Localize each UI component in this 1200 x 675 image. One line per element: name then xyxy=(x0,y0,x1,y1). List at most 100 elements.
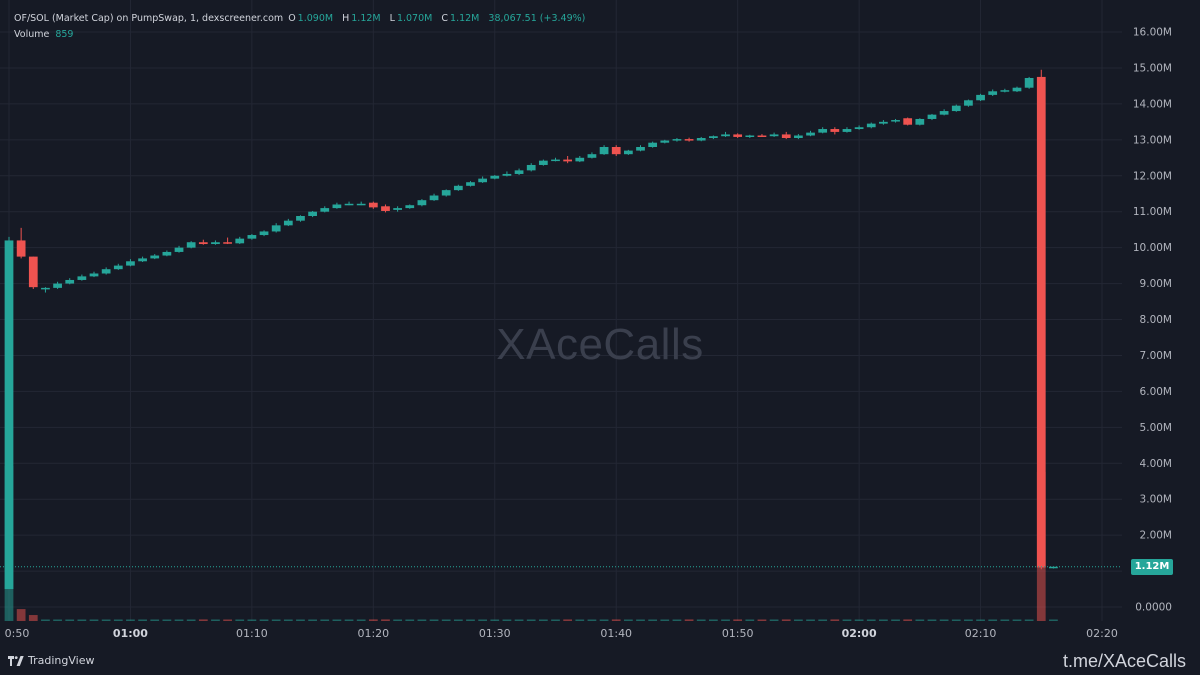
candle xyxy=(344,201,354,206)
symbol-title[interactable]: OF/SOL (Market Cap) on PumpSwap, 1, dexs… xyxy=(14,13,284,24)
candle xyxy=(283,218,293,227)
volume-bar xyxy=(247,619,257,621)
volume-bar xyxy=(162,619,172,621)
candle-body xyxy=(709,136,718,139)
y-tick-label: 14.00M xyxy=(1133,98,1172,110)
volume-bar xyxy=(1012,619,1022,621)
candle xyxy=(126,259,135,267)
volume-legend[interactable]: Volume 859 xyxy=(14,29,73,40)
candle xyxy=(514,168,524,176)
candle xyxy=(174,245,184,253)
candle-body xyxy=(696,138,706,141)
price-change: 38,067.51 (+3.49%) xyxy=(488,13,586,24)
candle-body xyxy=(721,134,730,137)
candle-body xyxy=(842,129,852,132)
x-axis[interactable]: 0:50 01:00 01:10 01:20 01:30 01:40 01:50 02:00 0… xyxy=(5,627,1118,640)
volume-bar xyxy=(198,619,208,621)
y-tick-label: 5.00M xyxy=(1140,422,1172,434)
candle-body xyxy=(320,208,330,212)
y-tick-label: 8.00M xyxy=(1140,314,1172,326)
volume-bar xyxy=(89,619,99,621)
volume-bar xyxy=(830,619,840,621)
candle xyxy=(684,137,694,142)
candle xyxy=(502,171,512,177)
volume-bar xyxy=(927,619,937,621)
y-tick-label: 3.00M xyxy=(1140,494,1172,506)
volume-bar xyxy=(1049,619,1058,621)
candle xyxy=(478,176,488,183)
candle-body xyxy=(745,135,755,137)
x-tick-label: 02:00 xyxy=(842,627,877,640)
candle-body xyxy=(551,159,560,162)
volume-bar xyxy=(16,609,26,621)
candle xyxy=(1036,69,1046,570)
candle xyxy=(150,254,160,260)
candle xyxy=(381,204,390,213)
ohlc-low-value: 1.070M xyxy=(396,13,433,24)
volume-bar xyxy=(502,619,512,621)
volume-bar xyxy=(854,619,864,621)
tradingview-branding[interactable]: TradingView xyxy=(8,654,94,667)
candle xyxy=(745,134,755,139)
volume-bar xyxy=(405,619,415,621)
candle-body xyxy=(563,159,573,162)
candle xyxy=(405,204,415,209)
candle xyxy=(211,240,220,245)
x-tick-label: 02:20 xyxy=(1086,627,1118,640)
candle xyxy=(769,132,779,137)
volume-bar xyxy=(976,619,985,621)
telegram-handle: t.me/XAceCalls xyxy=(1062,651,1186,671)
candle-body xyxy=(356,203,366,206)
volume-bar xyxy=(660,619,670,621)
candle-body xyxy=(818,129,828,133)
candle-body xyxy=(478,178,488,183)
volume-bar xyxy=(988,619,998,621)
volume-bar xyxy=(138,619,147,621)
candle-body xyxy=(939,111,949,115)
candle xyxy=(636,145,645,152)
candle xyxy=(162,250,172,257)
tradingview-logo-icon xyxy=(8,655,24,666)
volume-bar xyxy=(526,619,536,621)
volume-bar xyxy=(417,619,427,621)
candle xyxy=(1012,86,1022,93)
candle xyxy=(891,118,900,123)
volume-bar xyxy=(551,619,560,621)
volume-bar xyxy=(283,619,293,621)
candle xyxy=(101,267,111,275)
volume-bar xyxy=(478,619,488,621)
candle xyxy=(271,223,281,233)
candle-body xyxy=(757,135,767,137)
candle-body xyxy=(368,202,378,208)
y-axis[interactable]: 16.00M 15.00M 14.00M 13.00M 12.00M 11.00M 10.0… xyxy=(1133,27,1172,614)
candle xyxy=(223,237,232,245)
volume-bar xyxy=(903,619,913,621)
y-tick-label: 2.00M xyxy=(1140,530,1172,542)
candle-body xyxy=(976,94,985,101)
candle xyxy=(551,157,560,162)
candle xyxy=(356,201,366,206)
volume-bar xyxy=(332,619,342,621)
candle xyxy=(138,256,147,262)
volume-bar xyxy=(879,619,888,621)
symbol-legend[interactable]: OF/SOL (Market Cap) on PumpSwap, 1, dexs… xyxy=(14,13,591,24)
candle-body xyxy=(259,231,269,236)
candle xyxy=(1000,88,1010,93)
candle xyxy=(623,149,633,155)
candle xyxy=(320,206,330,213)
candle xyxy=(781,131,791,140)
ohlc-close-value: 1.12M xyxy=(450,13,480,24)
volume-bar xyxy=(490,619,500,621)
volume-bar xyxy=(769,619,779,621)
ohlc-close-key: C xyxy=(441,13,449,24)
volume-bar xyxy=(65,619,75,621)
x-tick-label: 02:10 xyxy=(965,627,997,640)
current-price-tag: 1.12M xyxy=(1131,558,1173,575)
candle-body xyxy=(247,235,257,239)
candle xyxy=(429,193,439,201)
candle-body xyxy=(235,238,245,244)
volume-bars xyxy=(4,466,1058,621)
volume-bar xyxy=(186,619,196,621)
